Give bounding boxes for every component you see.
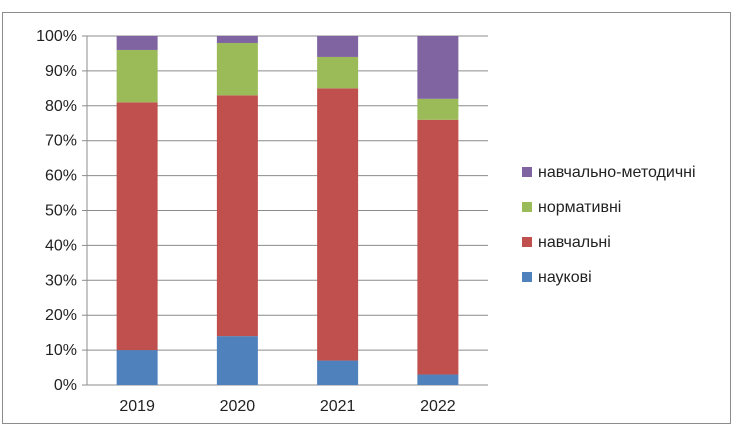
bar-2020-series-0 [216, 336, 258, 385]
bar-2019-series-1 [116, 102, 158, 351]
legend-label: наукові [538, 269, 592, 286]
bar-2022-series-1 [417, 119, 459, 375]
bar-2020-series-3 [216, 36, 258, 43]
bar-2019-series-0 [116, 350, 158, 385]
y-tick-label: 50% [45, 203, 77, 220]
bar-2022-series-2 [417, 98, 459, 120]
y-tick-label: 20% [45, 307, 77, 324]
bar-2021-series-0 [317, 360, 359, 385]
y-tick-label: 90% [45, 63, 77, 80]
bar-2022-series-0 [417, 374, 459, 385]
legend-swatch [522, 167, 532, 177]
y-tick-label: 70% [45, 133, 77, 150]
bar-2021-series-1 [317, 88, 359, 361]
y-tick-label: 60% [45, 168, 77, 185]
y-axis-ticks: 0% 10% 20% 30% 40% 50% 60% 70% 80% 90% 100% [36, 28, 77, 394]
legend-label: нормативні [538, 199, 621, 216]
legend-label: навчально-методичні [538, 164, 696, 181]
x-tick-label: 2021 [320, 398, 356, 415]
y-tick-label: 30% [45, 272, 77, 289]
y-tick-label: 100% [36, 28, 77, 45]
legend-swatch [522, 272, 532, 282]
bar-2019-series-2 [116, 49, 158, 103]
y-tick-label: 40% [45, 237, 77, 254]
bar-2021-series-2 [317, 56, 359, 89]
bar-2020-series-2 [216, 42, 258, 96]
y-tick-label: 10% [45, 342, 77, 359]
bars [116, 36, 459, 385]
x-tick-label: 2020 [220, 398, 256, 415]
x-tick-label: 2022 [420, 398, 456, 415]
x-axis-ticks: 2019 2020 2021 2022 [119, 398, 455, 415]
bar-2021-series-3 [317, 36, 359, 57]
bar-2022-series-3 [417, 36, 459, 99]
legend-swatch [522, 237, 532, 247]
bar-2020-series-1 [216, 95, 258, 337]
y-tick-label: 0% [54, 377, 77, 394]
bar-2019-series-3 [116, 36, 158, 50]
legend: навчально-методичні нормативні навчальні на… [522, 164, 696, 286]
x-tick-label: 2019 [119, 398, 155, 415]
y-tick-label: 80% [45, 98, 77, 115]
legend-label: навчальні [538, 234, 611, 251]
legend-swatch [522, 202, 532, 212]
